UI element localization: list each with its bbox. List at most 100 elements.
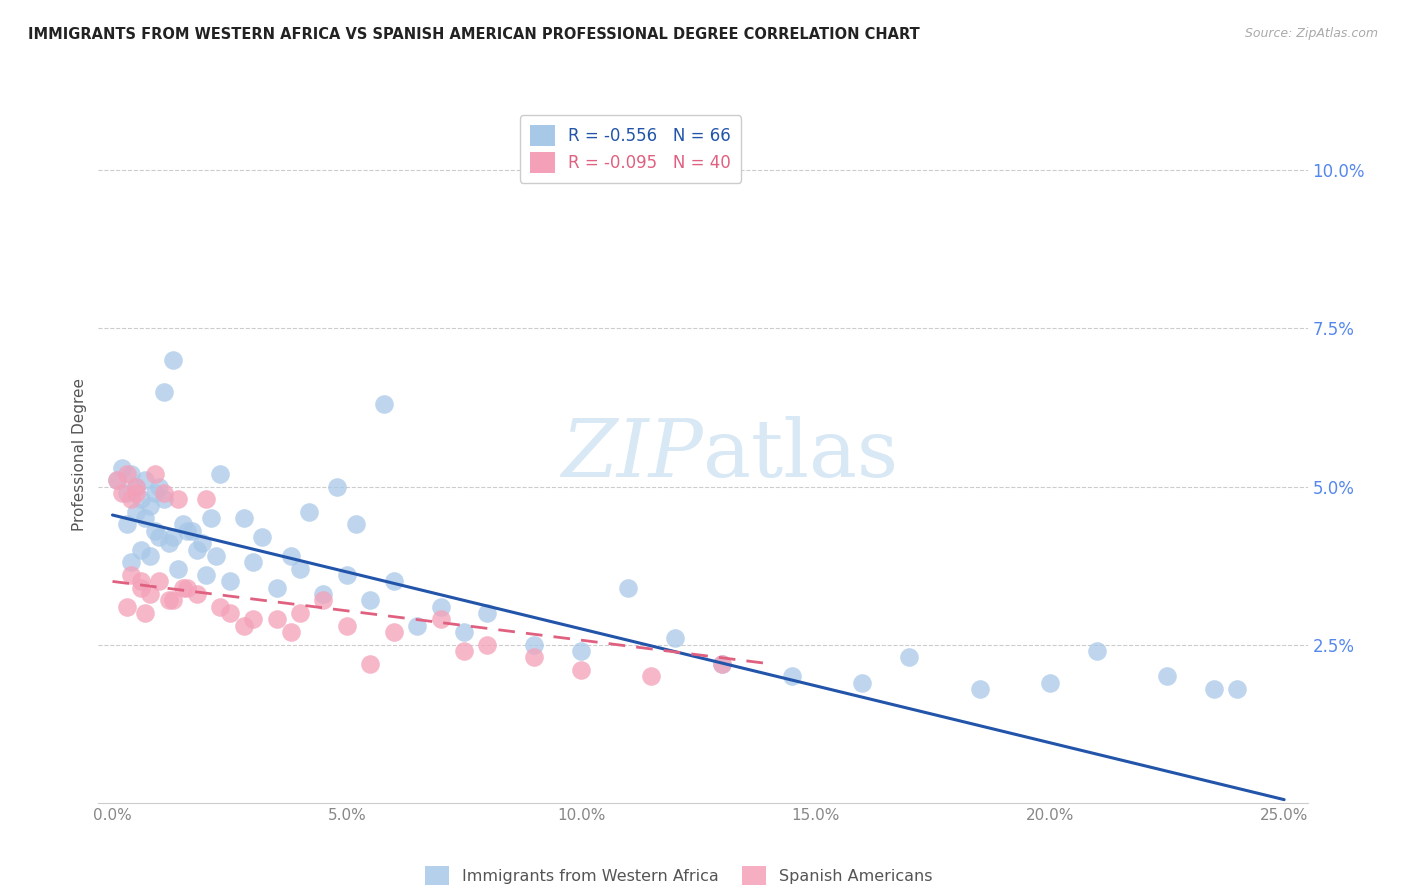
Point xyxy=(359,657,381,671)
Point xyxy=(120,492,142,507)
Point xyxy=(373,397,395,411)
Point xyxy=(382,625,405,640)
Point xyxy=(569,644,592,658)
Point xyxy=(115,467,138,481)
Point xyxy=(167,492,190,507)
Point xyxy=(195,568,218,582)
Point xyxy=(143,486,166,500)
Point xyxy=(148,479,170,493)
Point xyxy=(453,625,475,640)
Point xyxy=(157,593,180,607)
Point xyxy=(312,587,335,601)
Point xyxy=(162,530,184,544)
Point xyxy=(617,581,640,595)
Point xyxy=(139,587,162,601)
Point xyxy=(125,486,148,500)
Point xyxy=(139,549,162,563)
Point xyxy=(148,530,170,544)
Point xyxy=(176,524,198,538)
Point xyxy=(1226,681,1249,696)
Point xyxy=(105,473,128,487)
Point xyxy=(1156,669,1178,683)
Point xyxy=(523,650,546,665)
Point xyxy=(298,505,321,519)
Point xyxy=(288,562,311,576)
Point xyxy=(134,473,156,487)
Point xyxy=(172,517,194,532)
Point xyxy=(139,499,162,513)
Point xyxy=(125,479,148,493)
Point xyxy=(382,574,405,589)
Point xyxy=(326,479,349,493)
Point xyxy=(429,599,451,614)
Point xyxy=(111,486,134,500)
Point xyxy=(280,625,302,640)
Point xyxy=(1085,644,1108,658)
Point xyxy=(242,556,264,570)
Point xyxy=(477,606,499,620)
Point xyxy=(280,549,302,563)
Point xyxy=(162,353,184,368)
Y-axis label: Professional Degree: Professional Degree xyxy=(72,378,87,532)
Point xyxy=(851,675,873,690)
Point xyxy=(252,530,274,544)
Point xyxy=(523,638,546,652)
Point xyxy=(167,562,190,576)
Point xyxy=(336,568,359,582)
Point xyxy=(406,618,429,632)
Point xyxy=(143,524,166,538)
Point xyxy=(477,638,499,652)
Point xyxy=(1039,675,1062,690)
Point xyxy=(898,650,921,665)
Point xyxy=(664,632,686,646)
Point xyxy=(115,486,138,500)
Point xyxy=(336,618,359,632)
Point xyxy=(129,492,152,507)
Point xyxy=(266,581,288,595)
Point xyxy=(209,467,232,481)
Point xyxy=(120,568,142,582)
Point xyxy=(134,511,156,525)
Point xyxy=(569,663,592,677)
Point xyxy=(120,467,142,481)
Point xyxy=(129,581,152,595)
Point xyxy=(125,479,148,493)
Point xyxy=(176,581,198,595)
Point xyxy=(153,384,176,399)
Point xyxy=(186,542,208,557)
Text: Source: ZipAtlas.com: Source: ZipAtlas.com xyxy=(1244,27,1378,40)
Point xyxy=(115,599,138,614)
Point xyxy=(710,657,733,671)
Point xyxy=(453,644,475,658)
Point xyxy=(190,536,212,550)
Point xyxy=(344,517,367,532)
Point xyxy=(129,574,152,589)
Point xyxy=(111,460,134,475)
Point xyxy=(969,681,991,696)
Point xyxy=(134,606,156,620)
Point xyxy=(218,574,240,589)
Point xyxy=(153,486,176,500)
Point xyxy=(153,492,176,507)
Text: ZIP: ZIP xyxy=(561,417,703,493)
Point xyxy=(204,549,226,563)
Point xyxy=(242,612,264,626)
Point xyxy=(125,505,148,519)
Point xyxy=(710,657,733,671)
Point xyxy=(209,599,232,614)
Point xyxy=(186,587,208,601)
Point xyxy=(640,669,662,683)
Text: atlas: atlas xyxy=(703,416,898,494)
Point xyxy=(359,593,381,607)
Point xyxy=(115,517,138,532)
Point xyxy=(143,467,166,481)
Point xyxy=(266,612,288,626)
Point xyxy=(162,593,184,607)
Point xyxy=(129,542,152,557)
Text: IMMIGRANTS FROM WESTERN AFRICA VS SPANISH AMERICAN PROFESSIONAL DEGREE CORRELATI: IMMIGRANTS FROM WESTERN AFRICA VS SPANIS… xyxy=(28,27,920,42)
Point xyxy=(288,606,311,620)
Point xyxy=(172,581,194,595)
Point xyxy=(200,511,222,525)
Point xyxy=(157,536,180,550)
Point xyxy=(1202,681,1225,696)
